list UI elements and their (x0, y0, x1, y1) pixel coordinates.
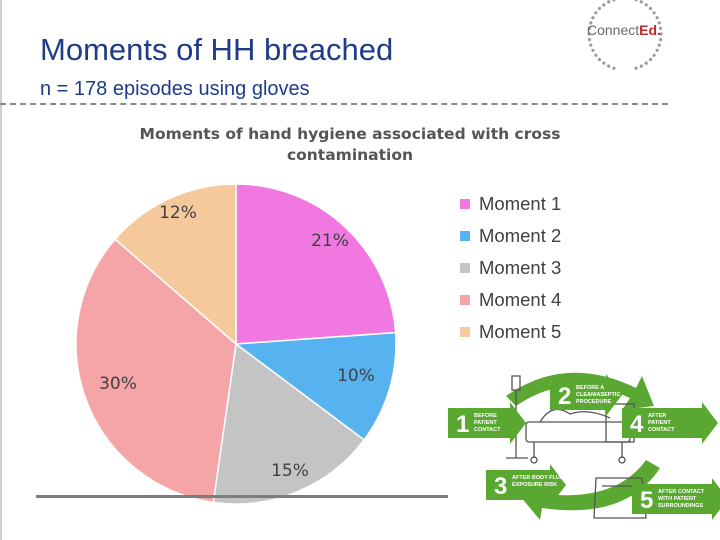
logo-dot (634, 66, 638, 70)
logo-dot (659, 38, 663, 42)
pie-slice-5 (114, 183, 237, 346)
logo-dot (639, 64, 643, 68)
legend-swatch (460, 231, 470, 241)
logo-dot (648, 6, 653, 11)
moment-text-line: SURROUNDINGS (658, 503, 704, 509)
legend-label: Moment 4 (479, 289, 562, 310)
svg-text:ConnectEd.: ConnectEd. (587, 22, 661, 38)
moment-text-line: BEFORE (474, 413, 497, 419)
moment-text-line: AFTER (648, 413, 666, 419)
legend-label: Moment 1 (479, 193, 562, 214)
pie-data-label-2: 10% (337, 366, 375, 386)
legend-item-5: Moment 5 (460, 316, 561, 348)
logo-dot (597, 6, 602, 11)
moment-number: 1 (456, 411, 469, 438)
pie-data-label-1: 21% (311, 231, 349, 251)
logo-dot (587, 26, 591, 30)
logo-dot (587, 38, 591, 42)
logo-dot (657, 21, 661, 25)
legend-swatch (460, 199, 470, 209)
legend-item-2: Moment 2 (460, 220, 561, 252)
slide-baseline (36, 495, 448, 498)
moment-text-line: AFTER CONTACT (658, 489, 705, 495)
pie-data-label-5: 12% (159, 203, 197, 223)
logo-dot (587, 32, 591, 36)
logo-dot (644, 3, 648, 7)
logo-dot (589, 21, 593, 25)
slide-subtitle: n = 178 episodes using gloves (40, 78, 310, 100)
pie-chart: 21% 10% 15% 30% 12% (75, 183, 397, 505)
moment-number: 5 (640, 487, 653, 514)
legend-item-4: Moment 4 (460, 284, 561, 316)
logo-dot (612, 66, 616, 70)
legend-item-3: Moment 3 (460, 252, 561, 284)
logo-dot (659, 26, 663, 30)
moment-text-line: BEFORE A (576, 385, 604, 391)
moment-text-line: CLEAN/ASEPTIC (576, 392, 620, 398)
logo-dot (652, 53, 656, 57)
logo-dot (612, 0, 616, 2)
pie-data-label-3: 15% (271, 461, 309, 481)
moment-text-line: PROCEDURE (576, 399, 611, 405)
logo-text-main: Connect (587, 22, 639, 38)
legend-item-1: Moment 1 (460, 188, 561, 220)
logo-dot (652, 11, 656, 15)
moment-text-line: WITH PATIENT (658, 496, 697, 502)
moment-text-line: EXPOSURE RISK (512, 482, 557, 488)
pie-slice-2 (233, 331, 397, 441)
pie-slice-1 (235, 183, 397, 345)
moment-number: 3 (494, 473, 507, 500)
logo-dot (657, 43, 661, 47)
logo-dot (655, 48, 659, 52)
moment-text-line: AFTER BODY FLUID (512, 475, 565, 481)
logo-dot (607, 0, 611, 4)
logo-dot (591, 16, 595, 20)
logo-dot (634, 0, 638, 2)
logo-dot (655, 16, 659, 20)
title-divider (0, 103, 668, 105)
logo-dot (602, 61, 606, 65)
logo-text-accent: Ed. (639, 22, 661, 38)
connected-logo: ConnectEd. (587, 0, 663, 70)
logo-dot-ring (587, 0, 663, 70)
legend-swatch (460, 295, 470, 305)
moment-text-line: CONTACT (474, 427, 501, 433)
logo-dot (602, 3, 606, 7)
pie-slice-3 (212, 342, 366, 505)
moment-text-line: PATIENT (648, 420, 671, 426)
logo-dot (644, 61, 648, 65)
chart-title: Moments of hand hygiene associated with … (139, 125, 561, 164)
moment-text-line: CONTACT (648, 427, 675, 433)
legend-swatch (460, 263, 470, 273)
slide-left-rule (0, 0, 2, 540)
logo-dot (639, 0, 643, 4)
moment-number: 2 (558, 383, 571, 410)
logo-dot (594, 53, 598, 57)
logo-dot (659, 32, 663, 36)
logo-dot (607, 64, 611, 68)
chart-legend: Moment 1 Moment 2 Moment 3 Moment 4 Moment 5 (460, 188, 561, 348)
logo-dot (648, 57, 653, 62)
logo-dot (594, 11, 598, 15)
moment-number: 4 (630, 411, 644, 438)
logo-dot (589, 43, 593, 47)
legend-swatch (460, 327, 470, 337)
legend-label: Moment 2 (479, 225, 562, 246)
legend-label: Moment 3 (479, 257, 562, 278)
legend-label: Moment 5 (479, 321, 562, 342)
pie-data-label-4: 30% (99, 374, 137, 394)
logo-dot (597, 57, 602, 62)
pie-slice-4 (75, 238, 237, 504)
logo-dot (591, 48, 595, 52)
moment-text-line: PATIENT (474, 420, 497, 426)
slide-title: Moments of HH breached (40, 32, 394, 67)
